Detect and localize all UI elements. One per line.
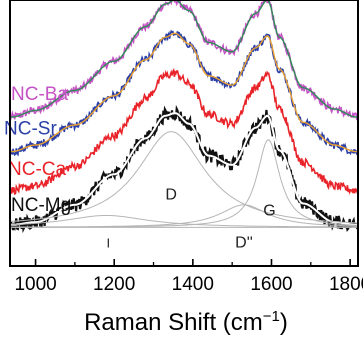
peak-label-i: I <box>106 235 110 250</box>
series-label-nc-ba: NC-Ba <box>11 84 68 105</box>
label-layer: NC-Ba NC-Sr NC-Ca NC-Mg D G D'' I <box>4 84 276 251</box>
peak-label-d: D <box>165 187 177 204</box>
x-tick-label-1200: 1200 <box>93 274 135 295</box>
series-nc-ca-raw-line <box>9 67 359 196</box>
peak-label-g: G <box>263 203 275 220</box>
x-axis-label-tail: ) <box>280 309 288 336</box>
series-nc-ba-raw-line <box>9 0 359 122</box>
x-axis: 1000 1200 1400 1600 1800 <box>14 259 363 295</box>
series-layer <box>8 0 359 234</box>
series-nc-ba <box>9 0 359 122</box>
x-tick-label-1600: 1600 <box>250 274 292 295</box>
deconvolution-layer <box>9 131 359 228</box>
series-nc-sr-fit-line <box>10 32 358 153</box>
series-nc-mg-fit-line <box>10 112 358 226</box>
x-tick-label-1400: 1400 <box>172 274 214 295</box>
peak-label-d: D'' <box>235 234 253 251</box>
decon-peak-i <box>9 215 358 228</box>
x-axis-label-main: Raman Shift (cm <box>84 309 263 336</box>
plot-frame <box>9 0 359 267</box>
x-tick-label-1800: 1800 <box>329 274 363 295</box>
decon-peak-d <box>10 204 358 228</box>
series-label-nc-sr: NC-Sr <box>4 119 57 140</box>
series-nc-mg <box>8 104 359 234</box>
series-nc-ca <box>9 67 359 196</box>
series-label-nc-mg: NC-Mg <box>11 195 71 216</box>
series-label-nc-ca: NC-Ca <box>8 159 66 180</box>
series-nc-ba-fit-line <box>10 0 358 118</box>
x-axis-label-sup: −1 <box>263 308 280 325</box>
x-axis-label: Raman Shift (cm−1) <box>84 308 288 336</box>
series-nc-sr <box>9 29 359 157</box>
x-tick-label-1000: 1000 <box>14 274 56 295</box>
decon-peak-d <box>10 131 359 224</box>
